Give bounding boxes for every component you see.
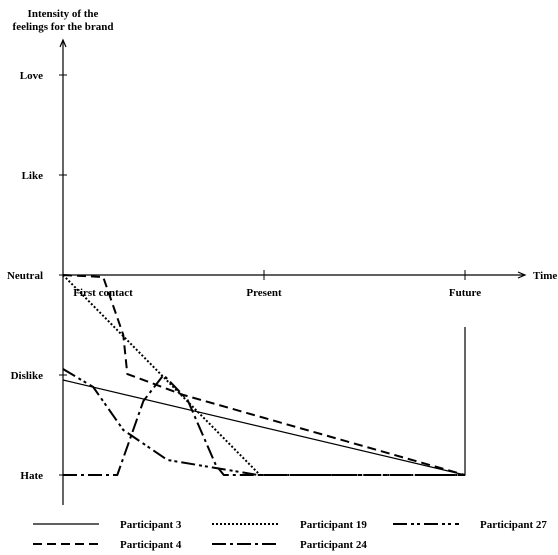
y-axis-arrow <box>59 38 67 48</box>
legend-label-participant-3: Participant 3 <box>120 519 182 531</box>
y-tick-label-dislike: Dislike <box>11 370 44 382</box>
x-tick-label-future: Future <box>449 287 481 299</box>
y-axis-title-line-1: Intensity of the <box>28 8 99 20</box>
x-ticks: First contact Present Future <box>73 270 481 299</box>
y-tick-label-love: Love <box>20 70 43 82</box>
series-line-participant-19 <box>62 274 465 476</box>
legend-label-participant-24: Participant 24 <box>300 539 367 551</box>
legend-label-participant-4: Participant 4 <box>120 539 182 551</box>
y-tick-label-hate: Hate <box>20 470 43 482</box>
series-line-participant-27 <box>62 368 465 476</box>
y-ticks: Hate Dislike Neutral Like Love <box>7 70 67 482</box>
legend-label-participant-19: Participant 19 <box>300 519 367 531</box>
y-tick-label-like: Like <box>22 170 44 182</box>
series-line-participant-24 <box>63 374 465 476</box>
y-tick-label-neutral: Neutral <box>7 270 43 282</box>
legend-label-participant-27: Participant 27 <box>480 519 547 531</box>
series-lines <box>62 274 466 476</box>
series-line-participant-3 <box>62 327 466 476</box>
y-axis-title-line-2: feelings for the brand <box>13 21 114 33</box>
x-axis-title: Time <box>533 270 557 282</box>
x-tick-label-present: Present <box>246 287 282 299</box>
x-axis-arrow <box>517 271 527 279</box>
legend: Participant 3 Participant 19 Participant 2… <box>33 519 547 551</box>
series-line-participant-4 <box>62 274 466 476</box>
x-tick-label-first-contact: First contact <box>73 287 133 299</box>
